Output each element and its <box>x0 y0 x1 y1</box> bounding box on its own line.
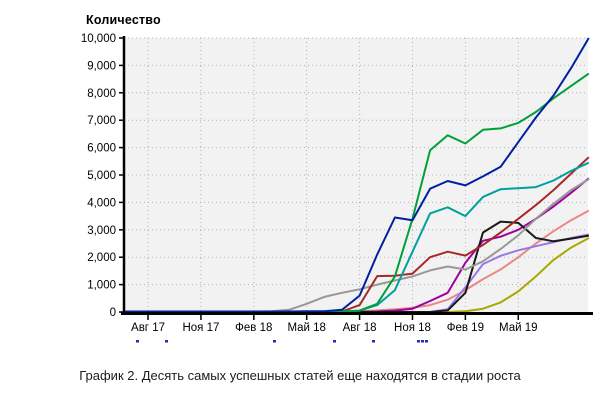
clipped-legend-mark <box>333 340 336 343</box>
y-tick-label: 10,000 <box>81 33 116 45</box>
x-tick-label: Ноя 18 <box>394 322 431 334</box>
clipped-legend-mark <box>165 340 168 343</box>
clipped-legend-mark <box>417 340 420 343</box>
clipped-legend-mark <box>136 340 139 343</box>
clipped-legend-mark <box>273 340 276 343</box>
x-tick-label: Май 18 <box>287 322 326 334</box>
x-tick-label: Авг 17 <box>131 322 165 334</box>
y-tick-label: 4,000 <box>87 197 116 209</box>
y-tick-label: 5,000 <box>87 170 116 182</box>
y-tick-label: 7,000 <box>87 115 116 127</box>
x-tick-label: Фев 18 <box>235 322 272 334</box>
y-tick-label: 2,000 <box>87 252 116 264</box>
clipped-legend-mark <box>372 340 375 343</box>
figure-caption: График 2. Десять самых успешных статей е… <box>79 368 521 383</box>
y-tick-label: 8,000 <box>87 88 116 100</box>
line-chart: 10,000 9,000 8,000 7,000 6,000 5,000 4,000 3,00… <box>81 33 593 343</box>
x-tick-label: Май 19 <box>499 322 538 334</box>
clipped-legend-mark <box>421 340 424 343</box>
y-tick-label: 6,000 <box>87 143 116 155</box>
chart-title: Количество <box>86 13 161 27</box>
clipped-legend-mark <box>425 340 428 343</box>
x-tick-label: Ноя 17 <box>182 322 219 334</box>
y-tick-label: 1,000 <box>87 280 116 292</box>
y-tick-label: 9,000 <box>87 60 116 72</box>
series-line-series-1 <box>124 37 590 313</box>
x-tick-label: Фев 19 <box>447 322 484 334</box>
y-tick-label: 3,000 <box>87 225 116 237</box>
x-tick-label: Авг 18 <box>343 322 377 334</box>
y-tick-label: 0 <box>110 307 116 319</box>
